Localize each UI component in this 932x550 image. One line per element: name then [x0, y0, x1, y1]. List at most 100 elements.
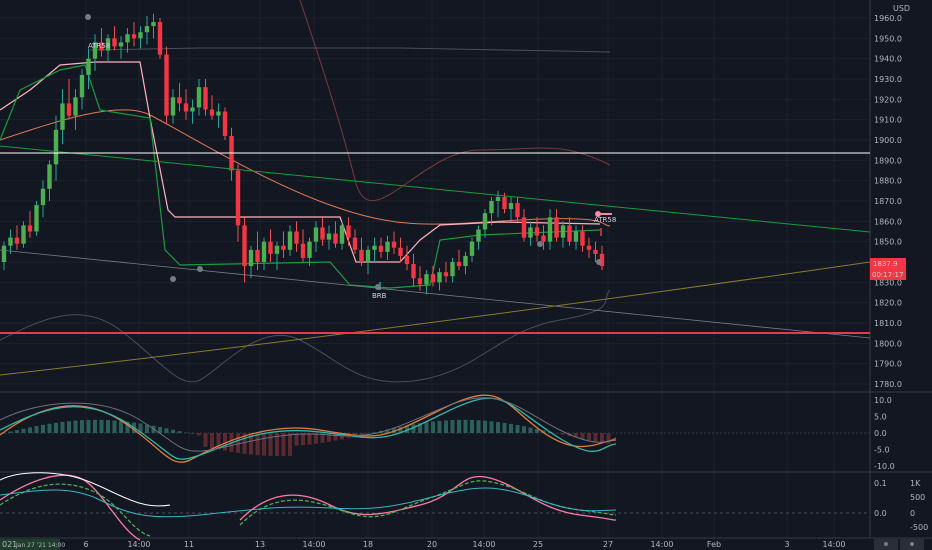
annotation-atr-right[interactable]: ATR58 [594, 216, 616, 224]
price-axis-label: 1860.0 [874, 217, 902, 226]
candle [203, 79, 208, 116]
price-axis[interactable]: 1960.0 1950.0 1940.0 1930.0 1920.0 1910.0 1900… [874, 14, 902, 389]
trendline-yellow-curve[interactable] [0, 261, 871, 376]
macd-histogram-bar [210, 433, 214, 449]
macd-histogram-bar [606, 433, 611, 444]
macd-histogram-bar [15, 430, 19, 433]
signal-line [0, 397, 617, 460]
macd-histogram-bar [418, 423, 422, 433]
candle [144, 15, 150, 45]
macd-histogram-bar [301, 433, 305, 446]
candle [378, 237, 384, 258]
candle [248, 245, 254, 279]
candle [463, 251, 468, 275]
macd-histogram-bar [541, 430, 546, 433]
macd-histogram-bar [158, 426, 162, 433]
candle [14, 225, 20, 250]
marker-dot[interactable] [596, 259, 602, 265]
countdown-value: 00:17:17 [872, 271, 903, 279]
candle [365, 245, 371, 275]
candle [118, 36, 124, 59]
candle [456, 249, 462, 271]
macd-ma-line [0, 397, 617, 452]
candle [47, 160, 52, 201]
time-axis-label: 20 [427, 540, 437, 549]
oscillator-pane [0, 472, 870, 541]
candle [242, 217, 247, 283]
macd-axis-label: 5.0 [874, 413, 887, 422]
candle [359, 237, 364, 267]
price-axis-label: 1820.0 [874, 299, 902, 308]
time-footer-badge-bg [0, 539, 60, 550]
macd-histogram-bar [327, 433, 331, 442]
candle [489, 196, 494, 226]
annotation-brb[interactable]: BRB [372, 292, 387, 300]
marker-dot[interactable] [170, 276, 176, 282]
settings-icon[interactable] [884, 542, 888, 546]
candle [255, 231, 260, 271]
price-axis-label: 1850.0 [874, 238, 902, 247]
time-footer-badge: Jan 27 '21 14:00 [15, 542, 65, 549]
osc-line-cyan [0, 487, 617, 518]
macd-histogram-bar [41, 424, 45, 433]
macd-histogram-bar [203, 433, 208, 447]
marker-dot[interactable] [85, 14, 91, 20]
macd-histogram-bar [275, 433, 279, 457]
candlestick-series [1, 13, 605, 295]
candle [164, 46, 169, 124]
candle [385, 235, 390, 260]
macd-histogram-bar [171, 429, 175, 433]
candle [151, 13, 156, 39]
macd-histogram-bar [554, 433, 559, 434]
macd-axis[interactable]: 10.0 5.0 0.0 -5.0 -10.0 [874, 396, 895, 471]
price-axis-label: 1890.0 [874, 156, 902, 165]
macd-histogram-bar [2, 433, 6, 434]
macd-histogram-bar [281, 433, 286, 457]
price-axis-label: 1880.0 [874, 177, 902, 186]
macd-axis-label: -5.0 [874, 446, 890, 455]
candle [40, 180, 46, 218]
macd-histogram-bar [483, 420, 487, 433]
candle [313, 221, 319, 252]
price-axis-label: 1780.0 [874, 380, 902, 389]
candle [125, 28, 130, 53]
candle [53, 115, 59, 181]
time-axis-label: 13 [255, 540, 265, 549]
candle [411, 253, 416, 287]
osc-axis-label-right: 500 [910, 493, 925, 502]
macd-histogram-bar [457, 419, 461, 433]
band-upper [89, 47, 611, 53]
band-lower [0, 289, 611, 383]
trendline-gray-descending[interactable] [0, 249, 871, 339]
macd-histogram-bar [67, 421, 71, 433]
price-axis-label: 1790.0 [874, 360, 902, 369]
macd-histogram-bar [359, 433, 364, 436]
trendline-green-descending[interactable] [0, 145, 871, 233]
osc-axis[interactable]: 0.1 0.0 1K 500 0 -500 [874, 479, 928, 532]
macd-histogram-bar [593, 433, 598, 442]
time-axis-label: Feb [707, 540, 721, 549]
trailing-stop-green [0, 64, 601, 289]
current-price-tag: 1837.9 00:17:17 [870, 258, 906, 280]
macd-histogram-bar [580, 433, 585, 439]
gear-icon[interactable] [910, 542, 914, 546]
annotation-atr-top[interactable]: ATR58 [88, 42, 110, 50]
candle [554, 209, 559, 242]
candle [593, 241, 598, 262]
candle [105, 34, 111, 63]
candle [170, 89, 176, 124]
macd-histogram-bar [476, 420, 481, 433]
macd-histogram-bar [366, 433, 370, 434]
time-axis[interactable]: 6 14:00 11 13 14:00 18 20 14:00 25 27 14:00 Feb 3 14:… [83, 540, 845, 549]
macd-axis-label: 10.0 [874, 396, 892, 405]
candle [190, 99, 195, 124]
marker-dot[interactable] [197, 266, 203, 272]
macd-histogram-bar [223, 433, 227, 451]
price-axis-label: 1910.0 [874, 116, 902, 125]
price-axis-label: 1830.0 [874, 278, 902, 287]
osc-axis-label-left: 0.1 [874, 479, 887, 488]
price-axis-label: 1960.0 [874, 14, 902, 23]
marker-dot[interactable] [537, 241, 543, 247]
candle [209, 95, 215, 120]
